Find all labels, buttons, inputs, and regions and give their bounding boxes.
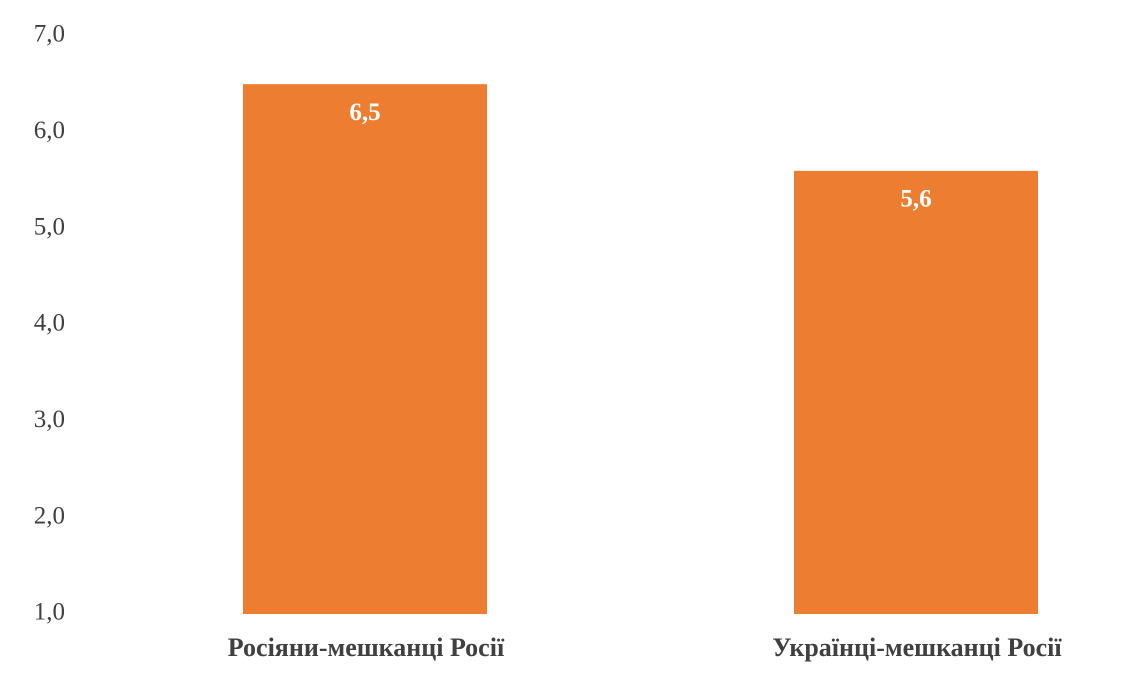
y-tick-label: 4,0 [34,310,65,337]
value-label: 6,5 [349,99,380,126]
value-label: 5,6 [900,186,931,213]
y-tick-label: 3,0 [34,406,65,433]
x-tick-label: Українці-мешканці Росії [772,633,1062,662]
x-tick-label: Росіяни-мешканці Росії [228,633,505,662]
bar [794,170,1038,614]
y-tick-label: 7,0 [34,21,65,48]
bar [243,84,487,614]
y-tick-label: 5,0 [34,213,65,240]
y-tick-label: 1,0 [34,599,65,626]
y-tick-label: 2,0 [34,502,65,529]
y-tick-label: 6,0 [34,117,65,144]
